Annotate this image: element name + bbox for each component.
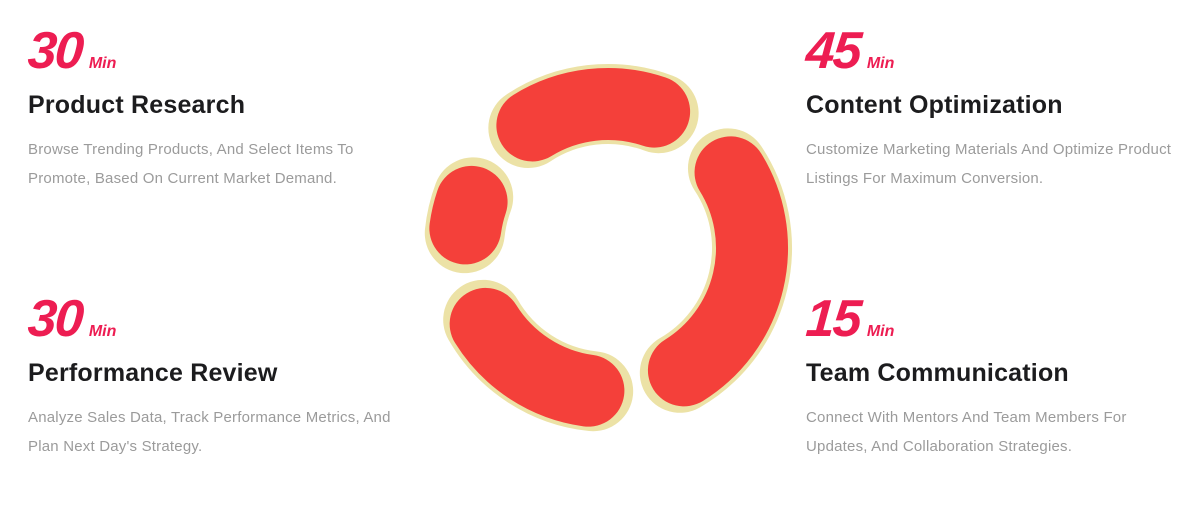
duration-badge: 15 Min <box>803 290 1184 348</box>
duration-unit: Min <box>88 55 117 72</box>
duration-value: 45 <box>803 22 862 80</box>
block-content-optimization: 45 Min Content Optimization Customize Ma… <box>803 22 1184 193</box>
donut-segment-1 <box>647 136 788 407</box>
block-product-research: 30 Min Product Research Browse Trending … <box>25 22 406 193</box>
block-performance-review: 30 Min Performance Review Analyze Sales … <box>25 290 406 461</box>
donut-segment-2 <box>449 287 625 427</box>
donut-chart-svg <box>424 64 792 432</box>
duration-unit: Min <box>866 55 895 72</box>
duration-unit: Min <box>866 323 895 340</box>
donut-segment-0 <box>496 68 691 162</box>
block-description: Customize Marketing Materials And Optimi… <box>806 140 1172 187</box>
duration-value: 30 <box>25 290 84 348</box>
duration-badge: 30 Min <box>25 290 406 348</box>
block-description: Connect With Mentors And Team Members Fo… <box>806 408 1127 455</box>
block-description: Analyze Sales Data, Track Performance Me… <box>28 408 391 455</box>
duration-badge: 45 Min <box>803 22 1184 80</box>
block-description: Browse Trending Products, And Select Ite… <box>28 140 354 187</box>
block-title: Content Optimization <box>806 90 1063 119</box>
duration-value: 30 <box>25 22 84 80</box>
duration-value: 15 <box>803 290 862 348</box>
duration-unit: Min <box>88 323 117 340</box>
donut-chart <box>418 58 798 438</box>
donut-segment-3 <box>429 165 508 265</box>
block-title: Product Research <box>28 90 246 119</box>
block-team-communication: 15 Min Team Communication Connect With M… <box>803 290 1184 461</box>
block-title: Performance Review <box>28 358 278 387</box>
block-title: Team Communication <box>806 358 1069 387</box>
duration-badge: 30 Min <box>25 22 406 80</box>
